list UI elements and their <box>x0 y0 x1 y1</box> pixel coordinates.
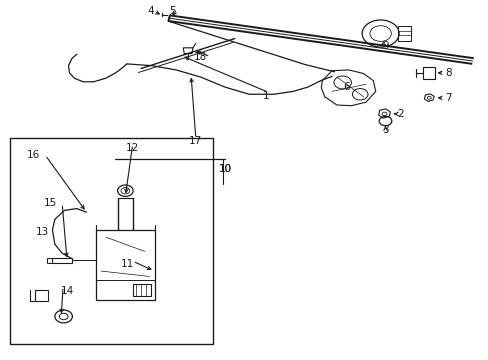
Text: 3: 3 <box>382 125 388 135</box>
Bar <box>132 284 151 296</box>
Bar <box>35 290 47 301</box>
Text: 1: 1 <box>263 91 269 101</box>
Text: 11: 11 <box>121 259 134 269</box>
Text: 10: 10 <box>218 164 231 174</box>
Text: 18: 18 <box>194 52 207 62</box>
Text: 13: 13 <box>36 227 49 237</box>
Text: 7: 7 <box>445 93 451 103</box>
Text: 8: 8 <box>445 68 451 78</box>
Bar <box>422 67 434 78</box>
Text: 12: 12 <box>126 143 139 153</box>
Text: 9: 9 <box>382 41 388 51</box>
Bar <box>52 257 72 263</box>
Text: 4: 4 <box>147 6 154 17</box>
Text: 6: 6 <box>343 82 349 92</box>
Text: 14: 14 <box>61 286 74 296</box>
Bar <box>46 258 52 262</box>
Bar <box>96 230 154 300</box>
Bar <box>10 138 212 344</box>
Text: 16: 16 <box>26 150 40 160</box>
Text: 15: 15 <box>43 198 57 208</box>
Bar <box>397 26 410 41</box>
Text: 17: 17 <box>189 136 202 146</box>
Text: 2: 2 <box>396 109 403 119</box>
Text: 10: 10 <box>218 164 231 174</box>
Text: 5: 5 <box>169 6 176 17</box>
